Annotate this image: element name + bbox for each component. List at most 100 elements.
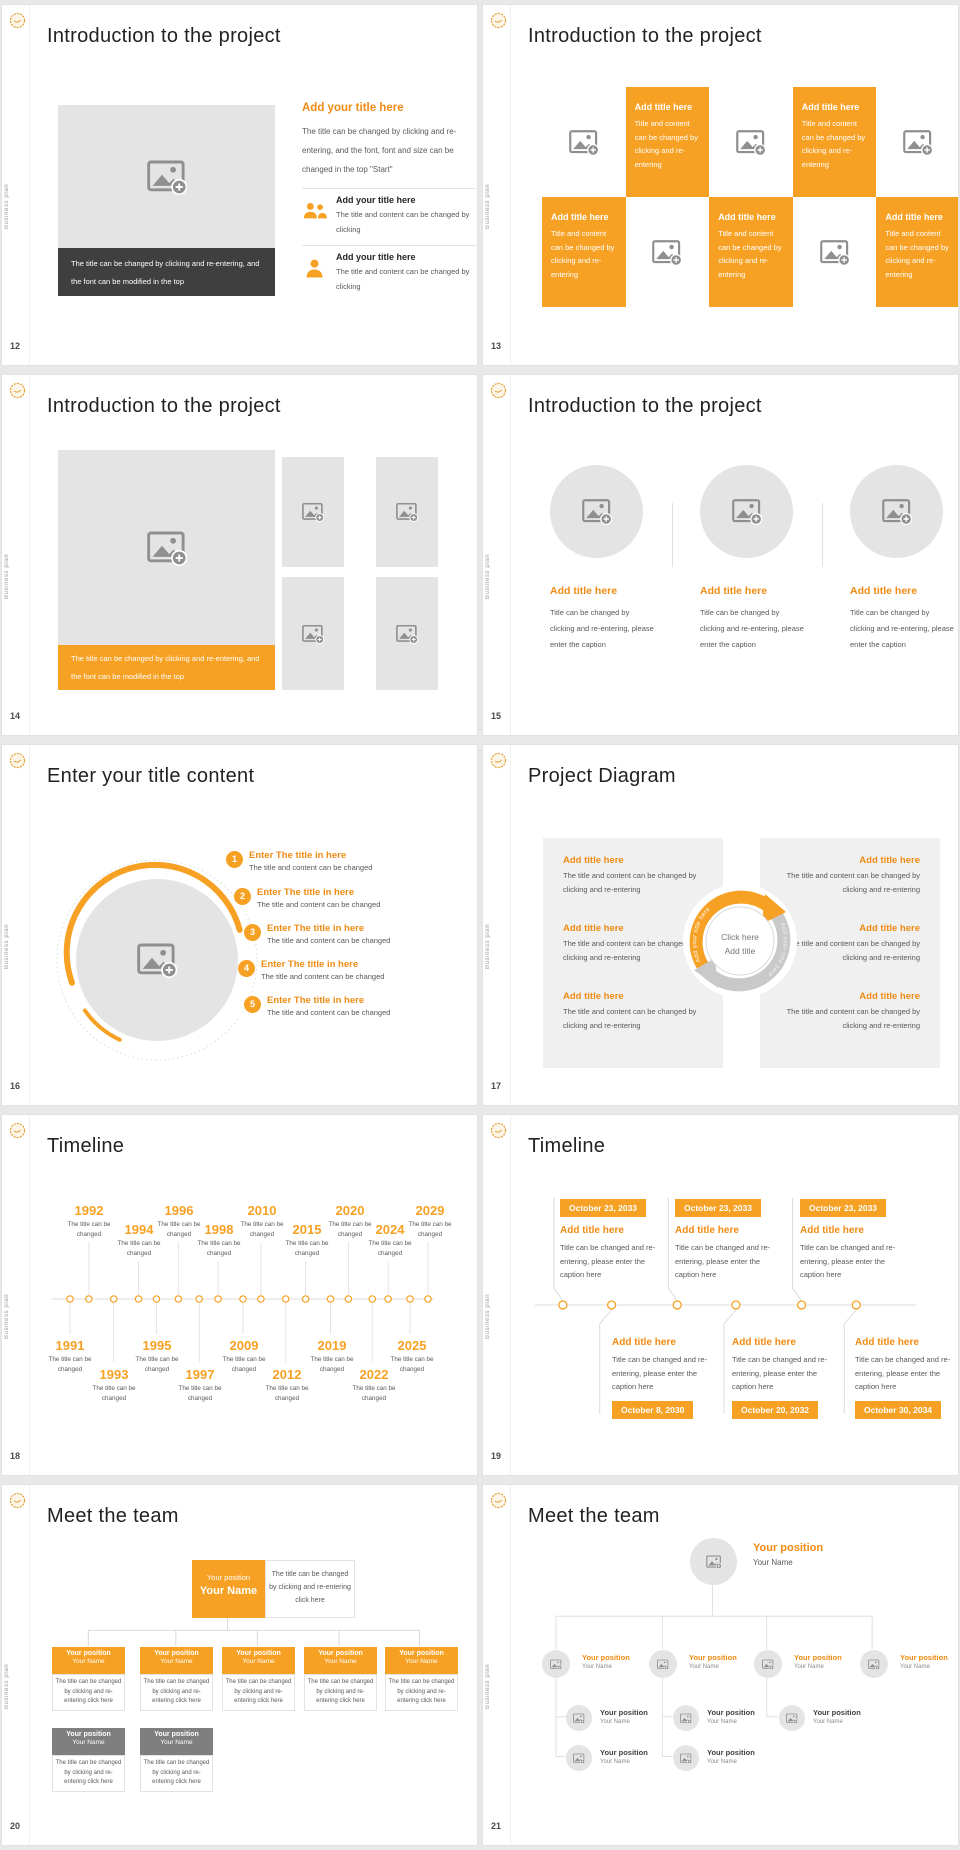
cell-text: Title and content can be changed by clic… (885, 229, 949, 279)
timeline-year-item: 2024 The title can be changed (368, 1222, 412, 1259)
panel-item-text: The title and content can be changed by … (563, 1007, 697, 1030)
timeline-caption: The title can be changed (390, 1356, 434, 1373)
position-label: Your position (600, 1708, 648, 1717)
org-member-text: Your position Your Name (707, 1708, 755, 1725)
timeline-year-item: 2009 The title can be changed (222, 1338, 266, 1375)
name-label: Your Name (72, 1739, 105, 1746)
timeline-caption: The title can be changed (328, 1221, 372, 1238)
slide-15-thumbnail[interactable]: Business plan 15 Introduction to the pro… (482, 374, 959, 736)
date-badge: October 20, 2032 (732, 1400, 819, 1419)
image-placeholder-icon (137, 942, 177, 978)
org-chart-box-gray: Your position Your Name (140, 1728, 213, 1755)
step-number-badge: 3 (244, 924, 261, 941)
slide-12-thumbnail[interactable]: Business plan 12 Introduction to the pro… (1, 4, 478, 366)
panel-item-text: The title and content can be changed by … (563, 939, 697, 962)
cell-title: Add title here (551, 212, 609, 222)
event-text: Title can be changed and re-entering, pl… (612, 1355, 708, 1391)
org-chart-box: Your position Your Name (52, 1647, 125, 1674)
event-title: Add title here (732, 1337, 796, 1348)
name-label: Your Name (707, 1719, 737, 1725)
timeline-caption: The title can be changed (240, 1221, 284, 1238)
date-badge: October 23, 2033 (560, 1199, 647, 1217)
flower-logo-icon (9, 382, 26, 399)
avatar-placeholder (542, 1650, 570, 1678)
brand-vertical-text: Business plan (485, 1663, 491, 1709)
image-placeholder-cell (793, 197, 877, 307)
image-placeholder-icon (573, 1753, 585, 1764)
timeline-year-item: 2010 The title can be changed (240, 1203, 284, 1240)
cell-title: Add title here (801, 102, 860, 112)
timeline-year: 2020 (335, 1203, 365, 1218)
position-label: Your position (900, 1653, 948, 1662)
image-placeholder-icon (146, 159, 187, 195)
panel-item-text: The title and content can be changed by … (563, 871, 697, 894)
org-chart-caption: The title can be changed by clicking and… (140, 1674, 213, 1711)
timeline-year: 1995 (142, 1338, 172, 1353)
panel-item-title: Add title here (859, 923, 920, 934)
slide-16-thumbnail[interactable]: Business plan 16 Enter your title conten… (1, 744, 478, 1106)
divider (302, 188, 476, 189)
image-placeholder-icon (146, 530, 187, 566)
step-number-badge: 4 (238, 960, 255, 977)
timeline-axis (535, 1197, 916, 1414)
panel-item-title: Add title here (563, 923, 624, 934)
slide-14-thumbnail[interactable]: Business plan 14 Introduction to the pro… (1, 374, 478, 736)
avatar-placeholder (754, 1650, 782, 1678)
circular-arrows-diagram: Add your title here Add your title here (683, 884, 797, 998)
timeline-caption: The title can be changed (265, 1385, 309, 1402)
text-cell: Add title here Title and content can be c… (625, 87, 710, 197)
position-label: Your position (318, 1650, 363, 1657)
image-placeholder-cell (876, 87, 958, 197)
timeline-year-item: 1991 The title can be changed (48, 1338, 92, 1375)
org-member-text: Your position Your Name (600, 1708, 648, 1725)
slide-title: Timeline (528, 1135, 606, 1157)
avatar-placeholder (779, 1705, 805, 1731)
org-chart-box: Your position Your Name (222, 1647, 295, 1674)
column-text: Title can be changed by clicking and re-… (550, 608, 654, 649)
slide-21-thumbnail[interactable]: Business plan 21 Meet the team Your posi… (482, 1484, 959, 1846)
slide-17-thumbnail[interactable]: Business plan 17 Project Diagram Add tit… (482, 744, 959, 1106)
date-badge: October 23, 2033 (675, 1199, 762, 1217)
slide-19-thumbnail[interactable]: Business plan 19 Timeline October 23, 20… (482, 1114, 959, 1476)
timeline-year-item: 2019 The title can be changed (310, 1338, 354, 1375)
name-label: Your Name (160, 1658, 193, 1665)
name-label: Your Name (405, 1658, 438, 1665)
cell-title: Add title here (634, 102, 693, 112)
timeline-year-item: 2025 The title can be changed (390, 1338, 434, 1375)
avatar-placeholder (673, 1745, 699, 1771)
slide-title: Introduction to the project (47, 395, 281, 417)
timeline-event-card: Add title here Title can be changed and … (732, 1337, 838, 1419)
brand-vertical-text: Business plan (485, 923, 491, 969)
sidebar-divider (29, 745, 30, 1105)
image-placeholder-icon (819, 239, 850, 266)
slide-18-thumbnail[interactable]: Business plan 18 Timeline 1992 The title … (1, 1114, 478, 1476)
column-text: Title can be changed by clicking and re-… (850, 608, 954, 649)
org-member-text: Your position Your Name (600, 1748, 648, 1765)
image-placeholder-icon (731, 498, 762, 525)
timeline-year: 2029 (415, 1203, 445, 1218)
timeline-caption: The title can be changed (368, 1240, 412, 1257)
flower-logo-icon (9, 12, 26, 29)
timeline-caption: The title can be changed (67, 1221, 111, 1238)
step-title: Enter The title in here (267, 995, 365, 1006)
slide-number: 16 (10, 1081, 21, 1091)
timeline-year: 1996 (164, 1203, 194, 1218)
org-member-text: Your position Your Name (582, 1653, 630, 1670)
slide-13-thumbnail[interactable]: Business plan 13 Introduction to the pro… (482, 4, 959, 366)
center-line1: Click here (721, 932, 759, 942)
position-label: Your position (689, 1653, 737, 1662)
slide-20-thumbnail[interactable]: Business plan 20 Meet the team Your posi… (1, 1484, 478, 1846)
name-label: Your Name (753, 1558, 793, 1567)
position-label: Your position (582, 1653, 630, 1662)
position-label: Your position (206, 1573, 251, 1582)
image-placeholder-icon (568, 129, 599, 156)
text-cell: Add title here Title and content can be c… (876, 197, 958, 307)
list-item-title: Add your title here (336, 252, 416, 262)
position-label: Your position (813, 1708, 861, 1717)
timeline-caption: The title can be changed (117, 1240, 161, 1257)
brand-vertical-text: Business plan (485, 1293, 491, 1339)
flower-logo-icon (490, 1492, 507, 1509)
panel-item-text: The title and content can be changed by … (786, 1007, 920, 1030)
image-placeholder-icon (680, 1753, 692, 1764)
org-root-text: Your position Your Name (753, 1542, 823, 1567)
